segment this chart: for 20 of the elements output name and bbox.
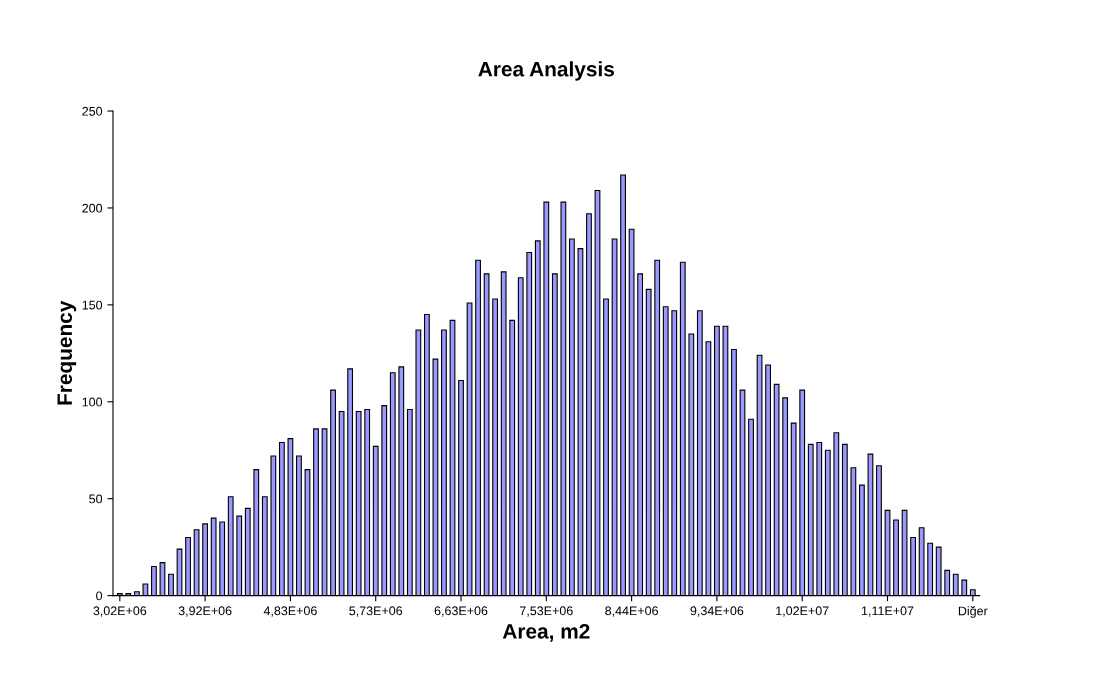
x-tick-label: 6,63E+06 (434, 606, 488, 617)
y-tick-label: 250 (82, 106, 103, 116)
y-tick-label: 100 (82, 397, 103, 407)
chart-title: Area Analysis (478, 61, 614, 81)
x-tick-label: Diğer (958, 606, 988, 618)
y-tick-label: 0 (96, 591, 103, 601)
x-tick-label: 9,34E+06 (690, 606, 744, 617)
x-axis-title: Area, m2 (502, 623, 590, 642)
x-tick-label: 4,83E+06 (263, 606, 317, 617)
x-tick-label: 3,02E+06 (93, 606, 147, 617)
x-tick-label: 1,11E+07 (861, 606, 914, 617)
y-tick-label: 50 (89, 494, 103, 504)
x-tick-label: 3,92E+06 (178, 606, 232, 617)
y-tick-label: 200 (82, 203, 103, 213)
y-tick-label: 150 (82, 300, 103, 310)
x-tick-label: 8,44E+06 (605, 606, 658, 617)
x-tick-label: 1,02E+07 (776, 606, 829, 617)
x-tick-label: 5,73E+06 (349, 606, 403, 617)
y-axis-title: Frequency (57, 300, 77, 405)
x-tick-label: 7,53E+06 (520, 606, 573, 617)
